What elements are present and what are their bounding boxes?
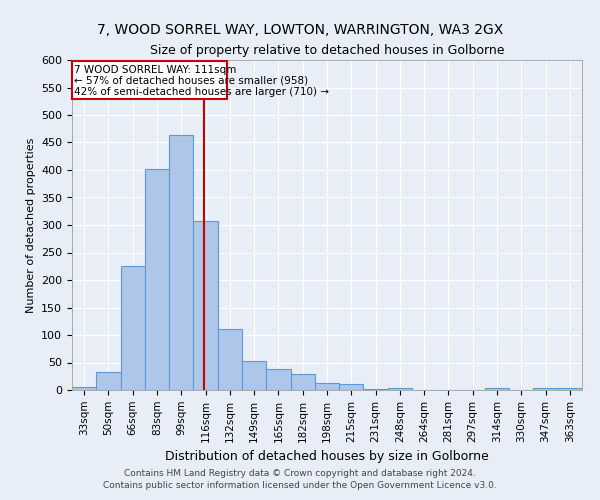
X-axis label: Distribution of detached houses by size in Golborne: Distribution of detached houses by size … [165, 450, 489, 463]
Text: 7 WOOD SORREL WAY: 111sqm: 7 WOOD SORREL WAY: 111sqm [74, 66, 237, 76]
Bar [315, 383, 339, 390]
Bar [218, 329, 242, 390]
Bar [388, 388, 412, 390]
FancyBboxPatch shape [72, 61, 227, 98]
Text: 42% of semi-detached houses are larger (710) →: 42% of semi-detached houses are larger (… [74, 87, 329, 97]
Y-axis label: Number of detached properties: Number of detached properties [26, 138, 35, 312]
Text: Contains HM Land Registry data © Crown copyright and database right 2024.: Contains HM Land Registry data © Crown c… [124, 468, 476, 477]
Bar [266, 369, 290, 390]
Title: Size of property relative to detached houses in Golborne: Size of property relative to detached ho… [150, 44, 504, 58]
Bar [145, 170, 169, 390]
Bar [72, 387, 96, 390]
Bar [558, 388, 582, 390]
Bar [96, 372, 121, 390]
Bar [533, 388, 558, 390]
Bar [169, 136, 193, 390]
Bar [290, 374, 315, 390]
Text: 7, WOOD SORREL WAY, LOWTON, WARRINGTON, WA3 2GX: 7, WOOD SORREL WAY, LOWTON, WARRINGTON, … [97, 22, 503, 36]
Bar [339, 384, 364, 390]
Bar [193, 221, 218, 390]
Text: ← 57% of detached houses are smaller (958): ← 57% of detached houses are smaller (95… [74, 76, 308, 86]
Bar [121, 266, 145, 390]
Bar [485, 388, 509, 390]
Bar [242, 361, 266, 390]
Text: Contains public sector information licensed under the Open Government Licence v3: Contains public sector information licen… [103, 481, 497, 490]
